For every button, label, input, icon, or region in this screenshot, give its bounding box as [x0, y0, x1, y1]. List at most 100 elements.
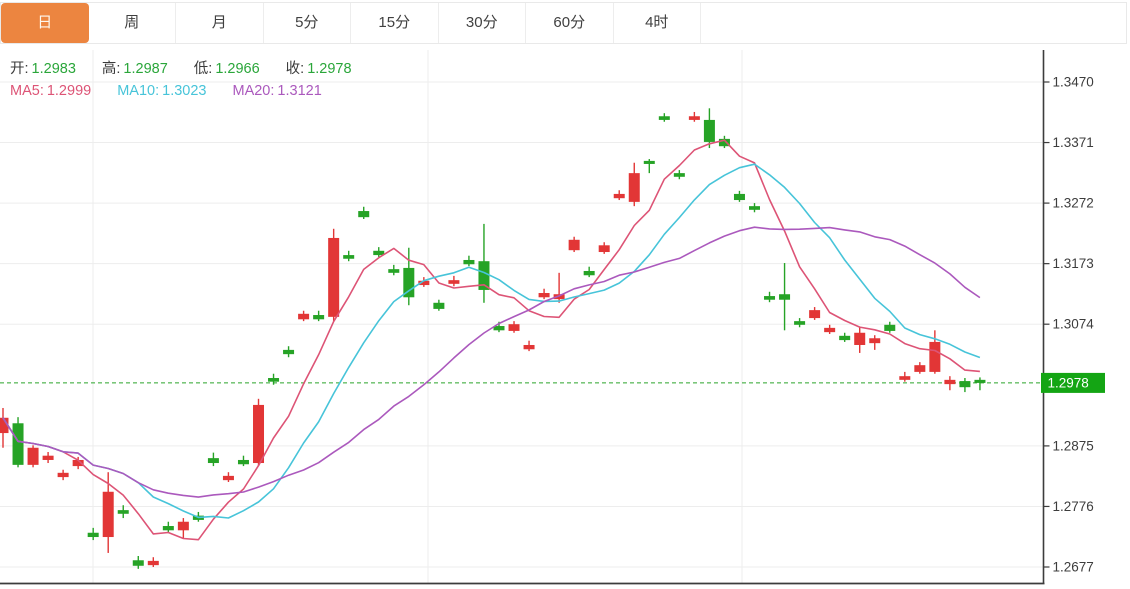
candle-8: [117, 510, 129, 514]
axis-tick-label: 1.3272: [1053, 196, 1094, 211]
tab-timeframe-2[interactable]: 月: [176, 3, 264, 43]
candle-53: [794, 321, 806, 325]
candle-2: [27, 447, 39, 465]
tab-timeframe-5[interactable]: 30分: [438, 3, 526, 43]
gridlines: [0, 50, 1044, 584]
ma5-line: [2, 139, 980, 541]
low-label: 低:: [193, 61, 213, 77]
candle-14: [207, 458, 219, 464]
candle-23: [343, 255, 355, 259]
axis-tick-label: 1.2677: [1053, 559, 1094, 574]
ma-summary: MA5: 1.2999 MA10: 1.3023 MA20: 1.3121: [10, 83, 348, 99]
candle-46: [688, 116, 700, 120]
candle-16: [237, 459, 249, 465]
svg-text:1.2978: 1.2978: [1048, 376, 1089, 391]
close-value: 1.2978: [307, 61, 352, 77]
axis-tick-label: 1.3371: [1053, 135, 1094, 150]
candle-19: [283, 349, 295, 355]
candle-0: [0, 417, 9, 434]
candle-5: [72, 459, 84, 467]
candle-6: [87, 532, 99, 538]
candle-64: [959, 381, 971, 388]
candle-32: [478, 261, 490, 290]
candle-65: [974, 379, 986, 383]
tab-timeframe-7[interactable]: 4时: [613, 3, 701, 43]
candle-35: [523, 344, 535, 350]
candle-26: [388, 269, 400, 273]
ma10-label: MA10:: [117, 83, 160, 99]
candle-48: [718, 138, 730, 147]
candle-45: [673, 173, 685, 177]
axis-tick-label: 1.3173: [1053, 256, 1094, 271]
high-label: 高:: [101, 61, 121, 77]
candle-4: [57, 472, 69, 478]
candle-50: [749, 206, 760, 210]
candle-54: [809, 310, 821, 319]
candle-27: [403, 267, 415, 298]
candle-63: [944, 379, 956, 385]
candle-20: [298, 313, 310, 320]
candle-57: [854, 332, 866, 345]
candle-52: [779, 294, 791, 300]
candle-3: [42, 455, 54, 460]
candle-47: [703, 119, 715, 142]
tab-timeframe-3[interactable]: 5分: [263, 3, 351, 43]
candle-29: [433, 302, 445, 309]
candle-40: [598, 245, 610, 253]
candle-61: [914, 365, 926, 372]
candle-31: [463, 259, 475, 265]
ma5-value: 1.2999: [46, 83, 92, 99]
candle-7: [102, 491, 114, 538]
candles: [0, 108, 986, 569]
candle-17: [253, 404, 265, 464]
ma20-line: [2, 226, 981, 498]
candle-30: [448, 280, 460, 284]
candle-28: [418, 280, 430, 286]
tab-timeframe-0[interactable]: 日: [1, 3, 89, 43]
candle-22: [328, 237, 340, 317]
close-label: 收:: [285, 61, 305, 77]
candle-36: [538, 293, 550, 298]
candle-24: [358, 211, 370, 218]
candle-21: [313, 315, 325, 320]
candle-41: [613, 193, 625, 199]
candle-56: [839, 335, 851, 341]
candle-10: [147, 560, 159, 566]
candle-44: [658, 116, 670, 120]
candle-51: [764, 296, 776, 300]
candle-15: [222, 475, 234, 481]
candle-25: [373, 250, 385, 256]
candle-58: [869, 338, 881, 344]
high-value: 1.2987: [123, 61, 168, 77]
candle-1: [12, 423, 24, 465]
candle-38: [568, 239, 580, 251]
candle-60: [899, 376, 911, 380]
axis-tick-label: 1.2875: [1053, 438, 1094, 453]
candle-12: [177, 521, 189, 531]
candle-18: [268, 378, 280, 382]
axis-tick-label: 1.2776: [1053, 499, 1094, 514]
candle-33: [493, 326, 505, 331]
timeframe-tabs: 日周月 5分 15分 30分 60分 4时: [0, 2, 1127, 44]
tab-timeframe-4[interactable]: 15分: [351, 3, 439, 43]
axis-tick-label: 1.3074: [1053, 317, 1095, 332]
candle-43: [643, 160, 655, 164]
tab-timeframe-6[interactable]: 60分: [526, 3, 614, 43]
axis-tick-label: 1.3470: [1053, 75, 1094, 90]
current-price-badge: 1.2978: [1041, 372, 1105, 393]
candle-9: [132, 560, 144, 566]
low-value: 1.2966: [215, 61, 260, 77]
ma10-value: 1.3023: [162, 83, 207, 99]
ma20-value: 1.3121: [277, 83, 322, 99]
candle-59: [884, 324, 896, 331]
open-label: 开:: [10, 61, 29, 77]
candle-55: [824, 327, 836, 333]
price-axis: 1.3470 1.3371 1.3272 1.3173 1.3074 1.2875 1.27…: [0, 50, 1095, 585]
tab-timeframe-1[interactable]: 周: [88, 3, 176, 43]
candle-11: [162, 526, 174, 531]
ma20-label: MA20:: [232, 83, 275, 99]
open-value: 1.2983: [31, 61, 76, 77]
ma5-label: MA5:: [10, 83, 44, 99]
